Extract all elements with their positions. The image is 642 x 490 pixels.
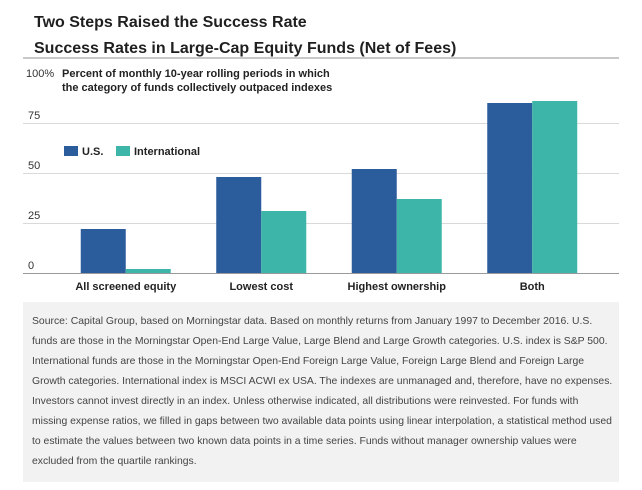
x-tick-label: Lowest cost	[229, 281, 293, 293]
bar	[80, 229, 126, 273]
y-tick-label: 75	[28, 110, 40, 122]
chart-inner-title-line2: the category of funds collectively outpa…	[62, 82, 332, 94]
chart-title: Two Steps Raised the Success Rate	[34, 14, 307, 31]
x-tick-label: Both	[520, 281, 545, 293]
chart-subtitle: Success Rates in Large-Cap Equity Funds …	[34, 40, 457, 57]
y-tick-label-top: 100%	[26, 68, 54, 80]
bar	[216, 177, 262, 273]
bar	[487, 103, 533, 273]
legend-label: U.S.	[82, 146, 103, 158]
bar	[351, 169, 397, 273]
y-tick-label: 25	[28, 210, 40, 222]
bar	[396, 199, 442, 273]
bar	[532, 101, 578, 273]
x-tick-label: Highest ownership	[348, 281, 447, 293]
bar	[261, 211, 307, 273]
legend-label: International	[134, 146, 200, 158]
y-tick-label: 50	[28, 160, 40, 172]
x-tick-label: All screened equity	[75, 281, 177, 293]
y-tick-label: 0	[28, 260, 34, 272]
chart-inner-title: Percent of monthly 10-year rolling perio…	[62, 68, 330, 80]
bar-chart: 0 25 50 75 100% Percent of monthly 10-year ro…	[23, 68, 619, 293]
source-note: Source: Capital Group, based on Mornings…	[32, 316, 613, 467]
legend-swatch	[64, 146, 78, 156]
bar	[125, 269, 171, 273]
legend-swatch	[116, 146, 130, 156]
source-panel	[23, 302, 619, 482]
top-divider	[23, 57, 619, 59]
